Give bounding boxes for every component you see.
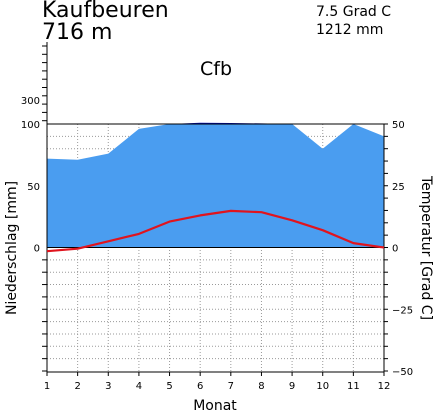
precip-tick-label: 300	[21, 96, 40, 107]
x-tick-label: 10	[316, 381, 329, 392]
temperature-series	[46, 209, 385, 253]
x-axis-title: Monat	[193, 398, 237, 414]
x-tick-label: 1	[44, 381, 50, 392]
temp-tick-label: −50	[392, 367, 413, 378]
x-tick-label: 12	[378, 381, 391, 392]
temp-tick-label: −25	[392, 305, 413, 316]
x-tick-label: 6	[197, 381, 203, 392]
y-axis-title-right: Temperatur [Grad C]	[418, 175, 434, 320]
annual-precipitation: 1212 mm	[316, 22, 384, 38]
mean-temperature: 7.5 Grad C	[316, 4, 392, 20]
precip-tick-label: 50	[27, 182, 40, 193]
temp-tick-label: 25	[392, 182, 405, 193]
x-tick-label: 8	[258, 381, 264, 392]
x-tick-label: 7	[228, 381, 234, 392]
precipitation-area	[47, 122, 384, 248]
temperature-line	[46, 209, 385, 253]
y-axis-title-left: Niederschlag [mm]	[4, 181, 20, 315]
precipitation-fill	[47, 124, 384, 248]
climate-class: Cfb	[200, 58, 233, 80]
temp-tick-label: 0	[392, 244, 398, 255]
temp-tick-label: 50	[392, 120, 405, 131]
precipitation-excess-fill	[47, 122, 384, 124]
x-tick-label: 4	[136, 381, 142, 392]
x-tick-label: 9	[289, 381, 295, 392]
x-tick-label: 11	[347, 381, 360, 392]
x-tick-label: 5	[166, 381, 172, 392]
x-tick-label: 3	[105, 381, 111, 392]
x-tick-label: 2	[74, 381, 80, 392]
precip-tick-label: 0	[34, 244, 40, 255]
precip-tick-label: 100	[21, 120, 40, 131]
station-elevation: 716 m	[42, 20, 113, 45]
station-name: Kaufbeuren	[42, 0, 169, 23]
